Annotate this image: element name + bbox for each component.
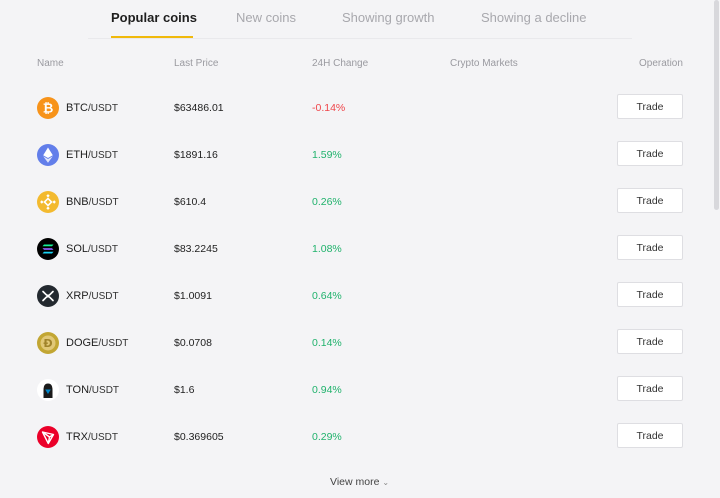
last-price: $1.6	[174, 384, 195, 396]
ethereum-icon	[37, 144, 59, 166]
pair-label: TRX/USDT	[66, 431, 118, 443]
tab-new-coins[interactable]: New coins	[236, 10, 296, 25]
base-symbol: BNB	[66, 196, 89, 208]
tab-showing-growth[interactable]: Showing growth	[342, 10, 435, 25]
table-row: XRP/USDT $1.0091 0.64% Trade	[0, 278, 720, 318]
last-price: $63486.01	[174, 102, 224, 114]
quote-symbol: /USDT	[88, 291, 119, 302]
pair-label: SOL/USDT	[66, 243, 118, 255]
scrollbar-track[interactable]	[713, 0, 720, 498]
view-more-label: View more	[330, 476, 380, 488]
base-symbol: DOGE	[66, 337, 99, 349]
trade-button-btc[interactable]: Trade	[617, 94, 683, 119]
base-symbol: TON	[66, 384, 90, 396]
chevron-down-icon: ⌄	[382, 478, 390, 487]
tab-showing-decline[interactable]: Showing a decline	[481, 10, 587, 25]
dogecoin-icon: Ð	[37, 332, 59, 354]
trade-button-bnb[interactable]: Trade	[617, 188, 683, 213]
tron-icon	[37, 426, 59, 448]
quote-symbol: /USDT	[98, 338, 129, 349]
change-24h: 1.08%	[312, 243, 342, 255]
change-24h: 0.64%	[312, 290, 342, 302]
bitcoin-icon: ₿	[37, 97, 59, 119]
view-more-link[interactable]: View more ⌄	[330, 476, 389, 488]
active-tab-indicator	[111, 36, 193, 38]
quote-symbol: /USDT	[88, 432, 118, 443]
pair-label: ETH/USDT	[66, 149, 118, 161]
change-24h: -0.14%	[312, 102, 346, 114]
quote-symbol: /USDT	[88, 103, 118, 114]
table-row: TON/USDT $1.6 0.94% Trade	[0, 372, 720, 412]
column-header-24h-change: 24H Change	[312, 58, 369, 69]
last-price: $1.0091	[174, 290, 212, 302]
trade-button-doge[interactable]: Trade	[617, 329, 683, 354]
table-row: BNB/USDT $610.4 0.26% Trade	[0, 184, 720, 224]
table-row: SOL/USDT $83.2245 1.08% Trade	[0, 231, 720, 271]
column-header-operation: Operation	[639, 58, 683, 69]
table-row: Ð DOGE/USDT $0.0708 0.14% Trade	[0, 325, 720, 365]
trade-button-eth[interactable]: Trade	[617, 141, 683, 166]
change-24h: 0.94%	[312, 384, 342, 396]
last-price: $83.2245	[174, 243, 218, 255]
last-price: $610.4	[174, 196, 207, 208]
pair-label: XRP/USDT	[66, 290, 119, 302]
tab-popular-coins[interactable]: Popular coins	[111, 10, 197, 25]
change-24h: 0.14%	[312, 337, 342, 349]
coin-category-tabs: Popular coins New coins Showing growth S…	[0, 0, 720, 40]
pair-label: TON/USDT	[66, 384, 119, 396]
pair-label: BTC/USDT	[66, 102, 118, 114]
base-symbol: ETH	[66, 149, 88, 161]
base-symbol: SOL	[66, 243, 89, 255]
column-header-crypto-markets: Crypto Markets	[450, 58, 518, 69]
last-price: $1891.16	[174, 149, 218, 161]
trade-button-ton[interactable]: Trade	[617, 376, 683, 401]
quote-symbol: /USDT	[88, 244, 119, 255]
column-header-name: Name	[37, 58, 64, 69]
trade-button-xrp[interactable]: Trade	[617, 282, 683, 307]
svg-text:Ð: Ð	[43, 337, 52, 350]
change-24h: 0.29%	[312, 431, 342, 443]
pair-label: BNB/USDT	[66, 196, 119, 208]
ton-icon	[37, 379, 59, 401]
svg-text:₿: ₿	[43, 102, 54, 117]
bnb-icon	[37, 191, 59, 213]
change-24h: 0.26%	[312, 196, 342, 208]
last-price: $0.0708	[174, 337, 212, 349]
scrollbar-thumb[interactable]	[714, 0, 719, 210]
quote-symbol: /USDT	[88, 150, 118, 161]
quote-symbol: /USDT	[89, 385, 120, 396]
xrp-icon	[37, 285, 59, 307]
base-symbol: XRP	[66, 290, 89, 302]
trade-button-trx[interactable]: Trade	[617, 423, 683, 448]
change-24h: 1.59%	[312, 149, 342, 161]
table-row: ETH/USDT $1891.16 1.59% Trade	[0, 137, 720, 177]
solana-icon	[37, 238, 59, 260]
quote-symbol: /USDT	[88, 197, 119, 208]
table-row: TRX/USDT $0.369605 0.29% Trade	[0, 419, 720, 459]
base-symbol: TRX	[66, 431, 88, 443]
table-row: ₿ BTC/USDT $63486.01 -0.14% Trade	[0, 90, 720, 130]
base-symbol: BTC	[66, 102, 88, 114]
pair-label: DOGE/USDT	[66, 337, 128, 349]
trade-button-sol[interactable]: Trade	[617, 235, 683, 260]
last-price: $0.369605	[174, 431, 224, 443]
table-header: Name Last Price 24H Change Crypto Market…	[0, 58, 720, 74]
tabs-divider	[88, 38, 632, 39]
column-header-last-price: Last Price	[174, 58, 219, 69]
